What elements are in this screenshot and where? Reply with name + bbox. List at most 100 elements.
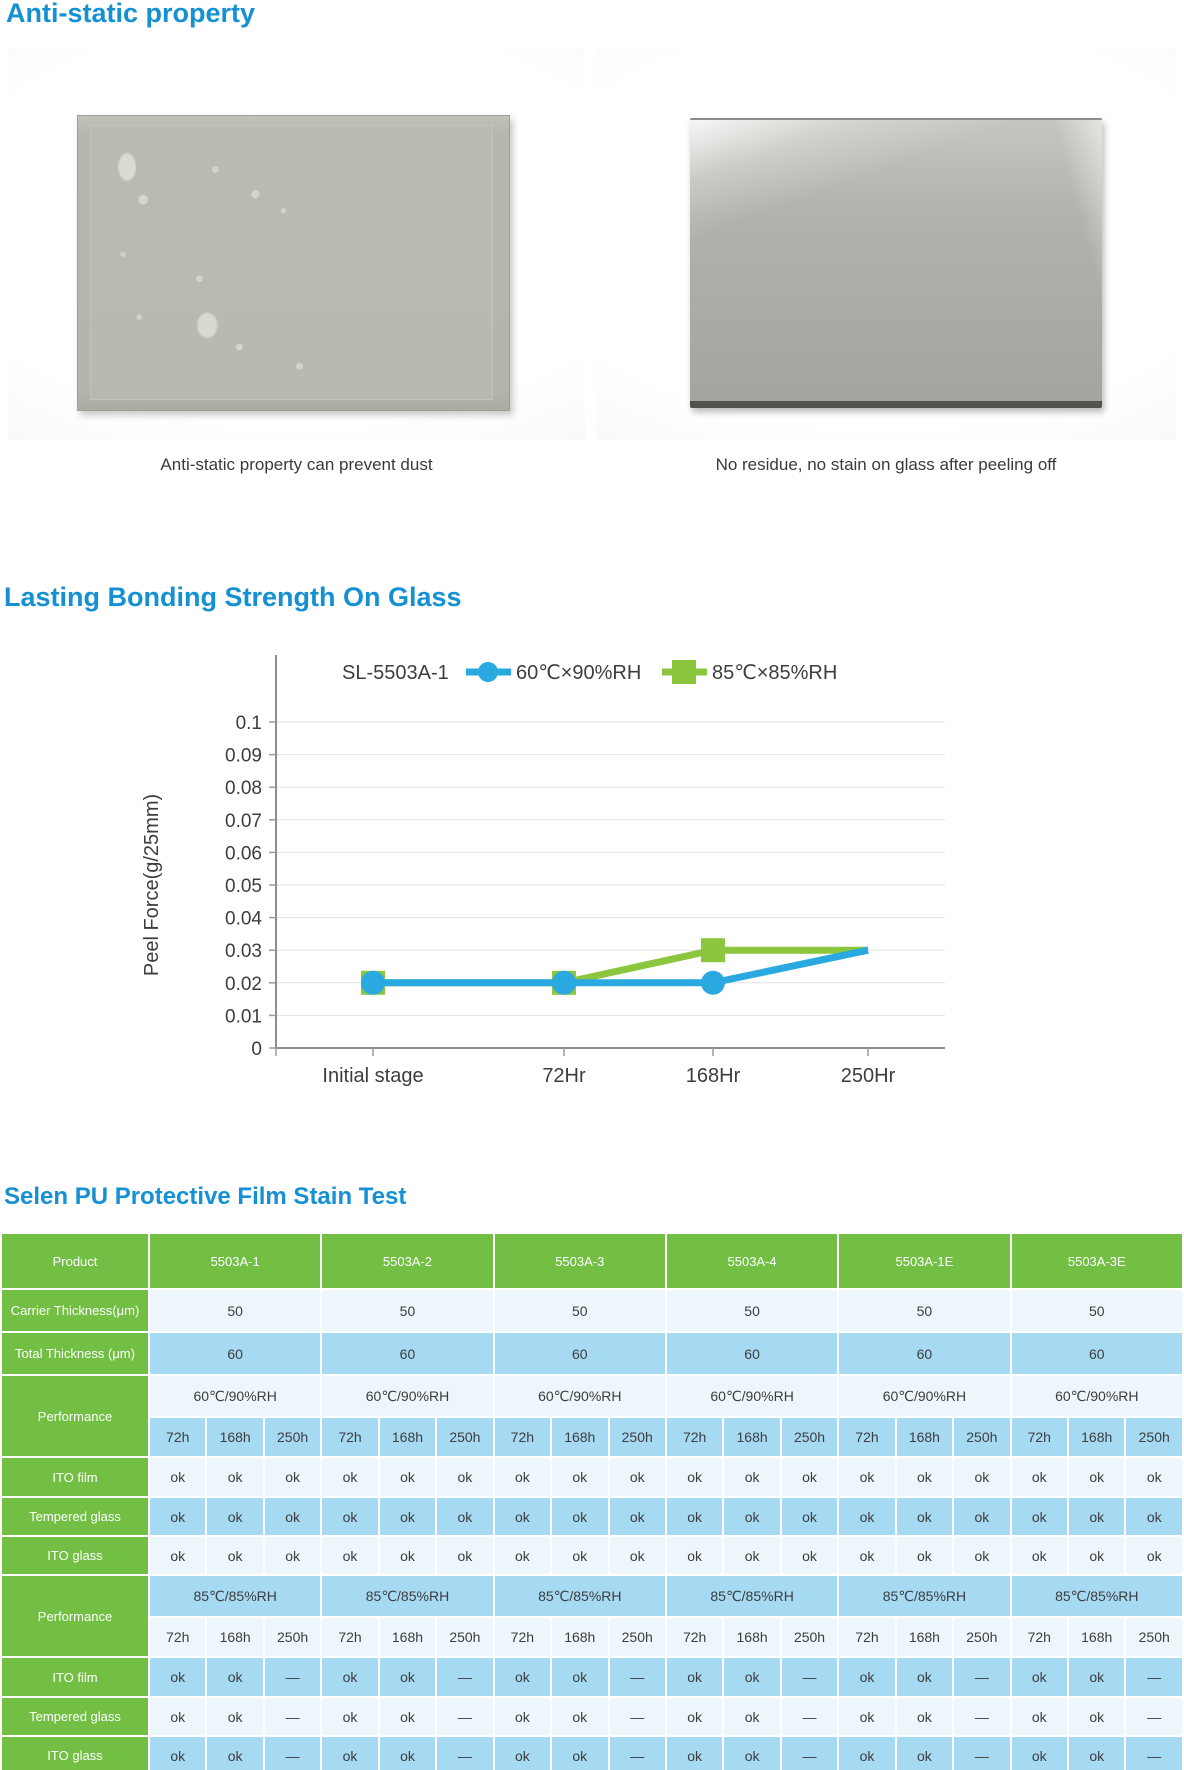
x-tick-label: 250Hr	[841, 1065, 896, 1087]
result-cell: —	[435, 1696, 495, 1737]
result-cell: ok	[1009, 1656, 1070, 1698]
thickness-value-cell: 60	[492, 1331, 667, 1376]
table-row: 72h 168h 250h 72h 168h 250h 72h 168h 250h 72h 168h…	[1, 1616, 1184, 1658]
circle-marker	[552, 970, 576, 995]
condition-cell: 60℃/90%RH	[837, 1374, 1012, 1418]
result-cell: ok	[722, 1535, 782, 1576]
result-cell: ok	[550, 1456, 610, 1498]
result-cell: ok	[894, 1696, 955, 1737]
column-header-product: 5503A-1E	[837, 1232, 1012, 1290]
hours-header-cell: 250h	[1124, 1416, 1184, 1458]
result-cell: ok	[894, 1456, 955, 1498]
result-cell: ok	[1009, 1696, 1070, 1737]
result-cell: ok	[894, 1535, 955, 1576]
result-cell: ok	[1124, 1456, 1184, 1498]
result-cell: ok	[1009, 1496, 1070, 1537]
result-cell: ok	[664, 1535, 725, 1576]
condition-cell: 60℃/90%RH	[492, 1374, 667, 1418]
result-cell: ok	[377, 1735, 438, 1770]
hours-header-cell: 250h	[435, 1616, 495, 1658]
table-row: Performance 85℃/85%RH 85℃/85%RH 85℃/85%RH 85…	[0, 1574, 1184, 1658]
result-cell: ok	[607, 1535, 667, 1576]
y-tick-label: 0.1	[236, 713, 262, 734]
legend-label: 85℃×85%RH	[712, 662, 837, 684]
result-cell: —	[262, 1735, 323, 1770]
hours-header-cell: 250h	[952, 1416, 1012, 1458]
table-row: Tempered glass ok ok ok ok ok ok ok ok ok ok ok ok ok…	[0, 1496, 1184, 1537]
result-cell: ok	[147, 1496, 208, 1537]
hours-header-cell: 72h	[492, 1616, 553, 1658]
result-cell: ok	[952, 1456, 1012, 1498]
hours-header-cell: 250h	[435, 1416, 495, 1458]
table-row: 72h 168h 250h 72h 168h 250h 72h 168h 250h 72h 168h…	[1, 1416, 1184, 1458]
result-cell: ok	[550, 1535, 610, 1576]
hours-header-cell: 72h	[837, 1416, 897, 1458]
condition-cell: 60℃/90%RH	[320, 1374, 495, 1418]
result-cell: ok	[320, 1535, 380, 1576]
table-row: Total Thickness (μm) 60 60 60 60 60 60	[0, 1331, 1184, 1376]
y-tick-label: 0.08	[225, 778, 262, 799]
thickness-value-cell: 60	[320, 1331, 495, 1376]
hours-header-cell: 168h	[377, 1616, 438, 1658]
result-cell: ok	[550, 1496, 610, 1537]
column-header-product: 5503A-3E	[1009, 1232, 1184, 1290]
column-header-product: 5503A-3	[492, 1232, 667, 1290]
result-cell: ok	[435, 1535, 495, 1576]
hours-header-cell: 168h	[550, 1416, 610, 1458]
y-tick-label: 0.05	[225, 876, 262, 897]
x-tick-label: 72Hr	[542, 1065, 586, 1087]
table-row: Carrier Thickness(μm) 50 50 50 50 50 50	[0, 1288, 1184, 1333]
result-cell: ok	[664, 1696, 725, 1737]
table-row: ITO film ok ok — ok ok — ok ok — ok ok — ok ok — ok ok —	[0, 1656, 1184, 1698]
circle-marker	[361, 970, 385, 995]
table-row: ITO film ok ok ok ok ok ok ok ok ok ok ok ok ok ok ok ok…	[0, 1456, 1184, 1498]
result-cell: ok	[837, 1535, 897, 1576]
condition-cell: 85℃/85%RH	[320, 1574, 495, 1618]
row-label: Tempered glass	[0, 1496, 150, 1537]
hours-header-cell: 168h	[722, 1616, 782, 1658]
result-cell: —	[262, 1656, 323, 1698]
result-cell: ok	[1124, 1496, 1184, 1537]
hours-header-cell: 72h	[1009, 1616, 1070, 1658]
result-cell: ok	[664, 1735, 725, 1770]
result-cell: ok	[205, 1656, 265, 1698]
result-cell: ok	[147, 1656, 208, 1698]
result-cell: ok	[1009, 1456, 1070, 1498]
result-cell: ok	[320, 1456, 380, 1498]
condition-cell: 85℃/85%RH	[1009, 1574, 1184, 1618]
result-cell: ok	[664, 1496, 725, 1537]
result-cell: —	[779, 1735, 840, 1770]
hours-header-cell: 250h	[607, 1416, 667, 1458]
result-cell: ok	[837, 1656, 897, 1698]
row-label: Total Thickness (μm)	[0, 1331, 150, 1376]
result-cell: ok	[262, 1456, 323, 1498]
thickness-value-cell: 50	[320, 1288, 495, 1333]
hours-header-cell: 168h	[205, 1416, 265, 1458]
x-tick-label: 168Hr	[686, 1065, 741, 1087]
result-cell: ok	[492, 1735, 553, 1770]
result-cell: ok	[952, 1535, 1012, 1576]
hours-header-cell: 250h	[1124, 1616, 1184, 1658]
hours-header-cell: 168h	[205, 1616, 265, 1658]
y-tick-label: 0.03	[225, 941, 262, 962]
result-cell: ok	[147, 1735, 208, 1770]
row-label: ITO film	[0, 1656, 150, 1698]
hours-header-cell: 168h	[894, 1616, 955, 1658]
result-cell: ok	[1009, 1535, 1070, 1576]
thickness-value-cell: 60	[837, 1331, 1012, 1376]
result-cell: ok	[1066, 1656, 1127, 1698]
result-cell: ok	[837, 1735, 897, 1770]
hours-header-cell: 168h	[377, 1416, 438, 1458]
column-header-product: 5503A-2	[320, 1232, 495, 1290]
condition-cell: 85℃/85%RH	[492, 1574, 667, 1618]
result-cell: —	[952, 1735, 1012, 1770]
result-cell: ok	[664, 1656, 725, 1698]
caption-left: Anti-static property can prevent dust	[160, 455, 433, 474]
section-title-stain-test: Selen PU Protective Film Stain Test	[4, 1183, 407, 1210]
table-row: Performance 60℃/90%RH 60℃/90%RH 60℃/90%RH 60…	[0, 1374, 1184, 1458]
thickness-value-cell: 60	[147, 1331, 323, 1376]
result-cell: ok	[205, 1535, 265, 1576]
thickness-value-cell: 50	[147, 1288, 323, 1333]
result-cell: —	[1124, 1696, 1184, 1737]
